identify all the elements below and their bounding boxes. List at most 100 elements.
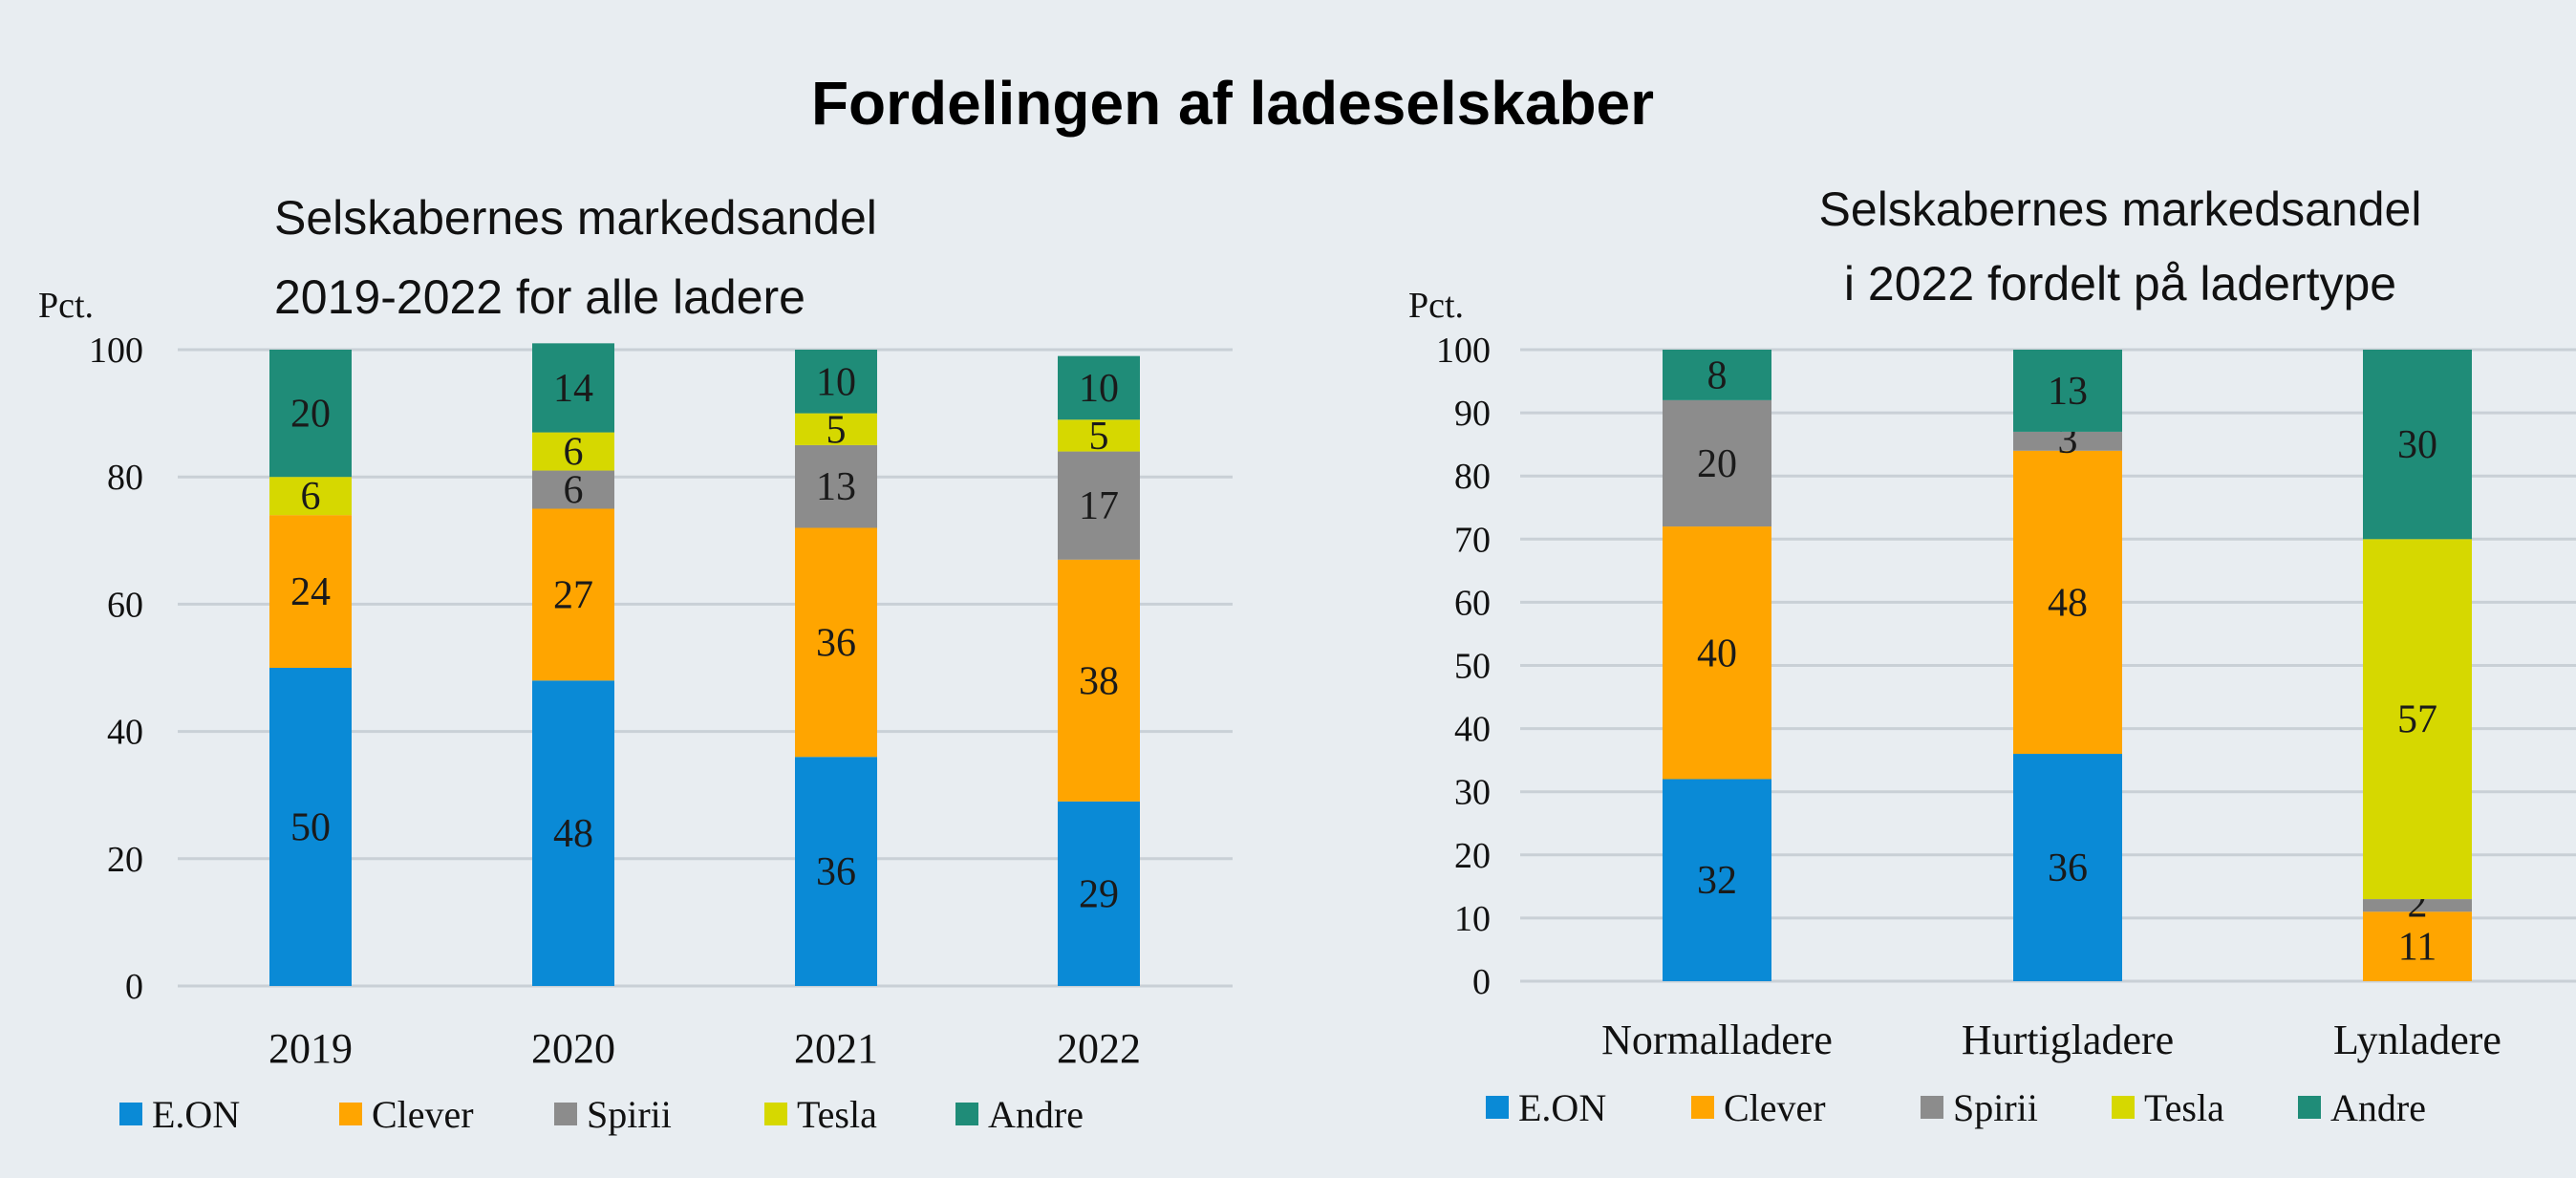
- legend-swatch: [764, 1103, 787, 1125]
- legend-swatch: [119, 1103, 142, 1125]
- bar-segment-clever: [1058, 559, 1140, 802]
- bar-segment-andre: [2363, 350, 2472, 540]
- bar-segment-clever: [1663, 526, 1771, 780]
- x-tick-label: 2020: [531, 1025, 615, 1072]
- bar-segment-clever: [532, 508, 614, 681]
- chart-subtitle-line: i 2022 fordelt på ladertype: [1844, 257, 2396, 311]
- bar-segment-clever: [269, 515, 352, 668]
- y-tick-label: 40: [107, 713, 143, 753]
- y-tick-label: 90: [1454, 394, 1491, 434]
- chart-subtitle-line: 2019-2022 for alle ladere: [274, 270, 805, 324]
- legend-swatch: [1486, 1096, 1509, 1119]
- bar-segment-spirii: [1058, 451, 1140, 560]
- bar-segment-spirii: [795, 444, 877, 528]
- legend-entry: Spirii: [1953, 1086, 2038, 1129]
- data-label: 27: [553, 573, 593, 617]
- data-label: 5: [826, 408, 847, 452]
- y-axis-label: Pct.: [38, 286, 94, 326]
- bar-segment-spirii: [2013, 431, 2122, 451]
- data-label: 13: [2048, 370, 2088, 414]
- bar-segment-eon: [269, 668, 352, 986]
- y-tick-label: 50: [1454, 647, 1491, 687]
- y-tick-label: 30: [1454, 773, 1491, 813]
- data-label: 36: [816, 850, 856, 894]
- data-label: 6: [564, 431, 584, 475]
- bar-segment-eon: [795, 757, 877, 986]
- bar-segment-spirii: [532, 470, 614, 509]
- x-tick-label: Hurtigladere: [1962, 1017, 2174, 1063]
- y-tick-label: 80: [107, 458, 143, 498]
- x-tick-label: 2019: [268, 1025, 353, 1072]
- data-label: 20: [1697, 442, 1737, 486]
- data-label: 50: [290, 806, 331, 850]
- data-label: 6: [564, 469, 584, 513]
- legend: E.ON Clever Spirii Tesla Andre: [1486, 1086, 2426, 1129]
- data-label: 10: [816, 360, 856, 404]
- legend-swatch: [1691, 1096, 1714, 1119]
- chart-subtitle-line: Selskabernes markedsandel: [274, 191, 877, 245]
- data-label: 6: [301, 475, 321, 519]
- data-label: 29: [1079, 872, 1119, 916]
- bar-segment-andre: [1058, 355, 1140, 420]
- legend-entry: Clever: [1724, 1086, 1826, 1129]
- legend-entry: Spirii: [587, 1093, 672, 1136]
- bar-segment-eon: [2013, 754, 2122, 981]
- data-label: 48: [2048, 581, 2088, 625]
- legend-swatch: [955, 1103, 978, 1125]
- legend-swatch: [1921, 1096, 1943, 1119]
- chart-subtitle-line: Selskabernes markedsandel: [1819, 182, 2422, 236]
- data-label: 17: [1079, 484, 1119, 528]
- legend-entry: Tesla: [797, 1093, 877, 1136]
- data-label: 40: [1697, 632, 1737, 675]
- bar-segment-andre: [269, 350, 352, 478]
- main-title: Fordelingen af ladeselskaber: [811, 69, 1654, 138]
- y-tick-label: 10: [1454, 899, 1491, 939]
- x-tick-label: 2022: [1057, 1025, 1141, 1072]
- bar-segment-eon: [532, 680, 614, 986]
- y-tick-label: 0: [125, 967, 143, 1007]
- data-label: 57: [2397, 698, 2437, 742]
- legend-entry: E.ON: [1518, 1086, 1606, 1129]
- legend-entry: E.ON: [152, 1093, 240, 1136]
- y-tick-label: 40: [1454, 710, 1491, 750]
- bar-segment-andre: [2013, 350, 2122, 432]
- bar-segment-clever: [2363, 911, 2472, 981]
- data-label: 36: [816, 621, 856, 665]
- bar-segment-clever: [2013, 450, 2122, 755]
- legend-swatch: [2298, 1096, 2321, 1119]
- legend-entry: Andre: [988, 1093, 1084, 1136]
- bar-segment-eon: [1663, 779, 1771, 981]
- bar-segment-tesla: [2363, 539, 2472, 900]
- bar-segment-spirii: [2363, 899, 2472, 912]
- legend-entry: Andre: [2330, 1086, 2426, 1129]
- y-tick-label: 60: [1454, 583, 1491, 623]
- data-label: 8: [1707, 353, 1728, 397]
- data-label: 20: [290, 393, 331, 437]
- legend-entry: Tesla: [2144, 1086, 2224, 1129]
- legend-entry: Clever: [372, 1093, 474, 1136]
- bar-segment-tesla: [269, 477, 352, 516]
- data-label: 32: [1697, 859, 1737, 903]
- bar-segment-spirii: [1663, 399, 1771, 527]
- data-label: 24: [290, 570, 331, 614]
- y-tick-label: 20: [107, 840, 143, 880]
- y-tick-label: 60: [107, 585, 143, 625]
- bar-segment-clever: [795, 527, 877, 758]
- legend-swatch: [339, 1103, 362, 1125]
- y-tick-label: 80: [1454, 457, 1491, 497]
- data-label: 5: [1089, 415, 1109, 459]
- data-label: 30: [2397, 423, 2437, 467]
- chart-2: Selskabernes markedsandel i 2022 fordelt …: [1408, 182, 2576, 1129]
- data-label: 13: [816, 465, 856, 509]
- data-label: 14: [553, 367, 593, 411]
- legend-swatch: [2112, 1096, 2135, 1119]
- y-tick-label: 0: [1472, 962, 1491, 1002]
- bar-segment-tesla: [795, 413, 877, 445]
- x-tick-label: 2021: [794, 1025, 878, 1072]
- data-label: 36: [2048, 846, 2088, 890]
- data-label: 38: [1079, 659, 1119, 703]
- y-axis-label: Pct.: [1408, 286, 1464, 326]
- chart-1: Selskabernes markedsandel 2019-2022 for a…: [38, 191, 1233, 1136]
